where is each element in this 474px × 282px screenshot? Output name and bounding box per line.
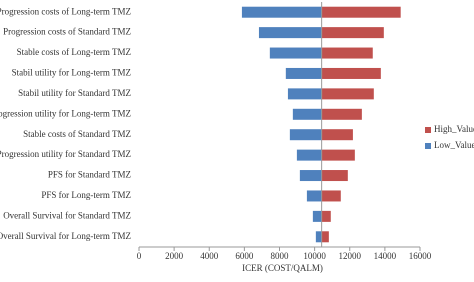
category-label: Stable costs of Standard TMZ	[23, 129, 131, 139]
legend-label: Low_Value	[434, 140, 474, 150]
x-axis-label: ICER (COST/QALM)	[242, 263, 323, 273]
bar	[289, 129, 322, 141]
bar	[292, 108, 322, 120]
category-label: Overall Survival for Long-term TMZ	[0, 231, 131, 241]
category-label: Progression costs of Long-term TMZ	[0, 6, 131, 16]
bar	[321, 6, 401, 18]
x-tick-label: 0	[137, 251, 142, 261]
category-label: Stabil utility for Standard TMZ	[18, 88, 131, 98]
category-label: PFS for Long-term TMZ	[41, 190, 131, 200]
x-tick-label: 4000	[200, 251, 219, 261]
bar	[258, 27, 322, 39]
x-tick-label: 2000	[165, 251, 184, 261]
x-tick-label: 8000	[271, 251, 290, 261]
x-tick-label: 10000	[303, 251, 326, 261]
legend-label: High_Value	[434, 124, 474, 134]
bar	[321, 27, 384, 39]
category-label: Progression costs of Standard TMZ	[3, 27, 131, 37]
bar	[321, 170, 348, 182]
category-label: Stable costs of Long-term TMZ	[17, 47, 131, 57]
bar	[296, 149, 322, 161]
category-label: Stabil utility for Long-term TMZ	[12, 68, 131, 78]
bar	[321, 149, 355, 161]
category-label: Progression utility for Standard TMZ	[0, 149, 131, 159]
bar	[321, 231, 329, 243]
bar	[315, 231, 322, 243]
bar	[321, 88, 374, 100]
x-tick-label: 12000	[339, 251, 362, 261]
bar	[321, 108, 362, 120]
category-label: PFS for Standard TMZ	[48, 170, 131, 180]
bar	[306, 190, 322, 202]
bar	[241, 6, 322, 18]
bar	[269, 47, 322, 59]
category-label: Progression utility for Long-term TMZ	[0, 108, 131, 118]
bar	[287, 88, 322, 100]
legend-swatch	[425, 127, 431, 133]
bar	[321, 47, 373, 59]
bar	[312, 210, 322, 222]
bar	[285, 67, 322, 79]
bar	[321, 210, 331, 222]
category-label: Overall Survival for Standard TMZ	[3, 210, 131, 220]
bar	[321, 67, 381, 79]
x-tick-label: 14000	[374, 251, 397, 261]
bar	[321, 129, 353, 141]
bar	[321, 190, 341, 202]
bar	[299, 170, 322, 182]
x-tick-label: 6000	[235, 251, 254, 261]
x-tick-label: 16000	[409, 251, 432, 261]
legend-swatch	[425, 143, 431, 149]
